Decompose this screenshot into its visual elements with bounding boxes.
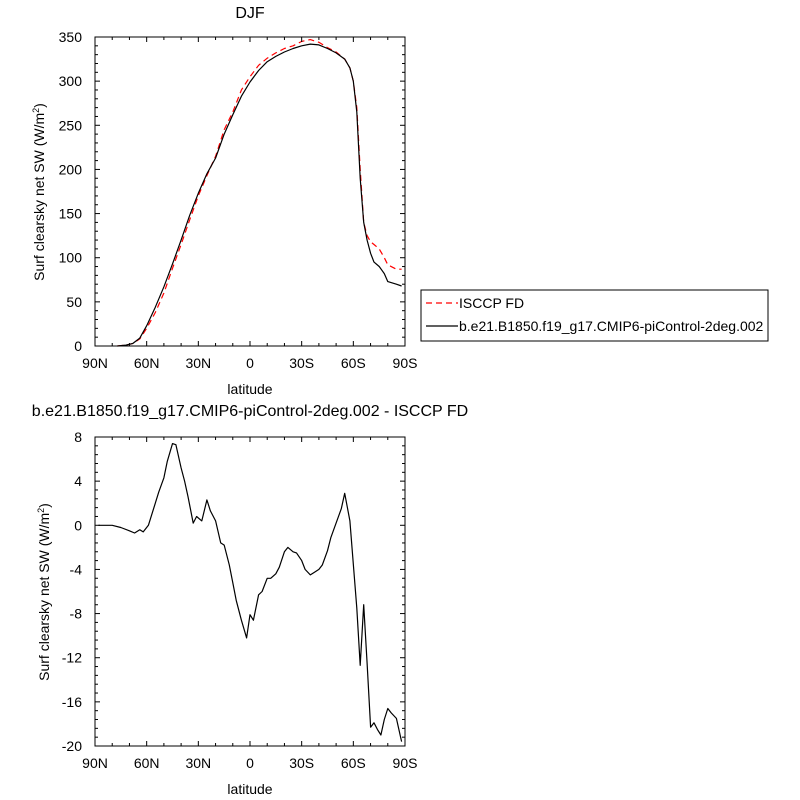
bottom-xtick-label: 90S [393,755,418,771]
top-plot-frame [94,36,406,347]
bottom-xtick-label: 30S [289,755,314,771]
top-xtick-label: 90S [393,355,418,371]
top-xtick-label: 30S [289,355,314,371]
top-series-line-0 [117,38,402,347]
top-ytick-label: 250 [59,117,83,133]
bottom-chart: b.e21.B1850.f19_g17.CMIP6-piControl-2deg… [32,403,468,797]
bottom-ytick-label: 8 [74,429,82,445]
bottom-xtick-label: 60N [134,755,160,771]
top-xtick-label: 30N [185,355,211,371]
bottom-ytick-label: -16 [62,694,82,710]
legend: ISCCP FD b.e21.B1850.f19_g17.CMIP6-piCon… [420,289,769,342]
bottom-ytick-label: -8 [70,606,83,622]
top-chart: DJF 90N 60N 30N 0 30S 60S 90S 0 50 100 150 200 250 30… [31,5,769,397]
legend-label-model: b.e21.B1850.f19_g17.CMIP6-piControl-2deg… [459,318,764,334]
top-ytick-label: 350 [59,29,83,45]
top-xtick-label: 60N [134,355,160,371]
bottom-xtick-label: 0 [246,755,254,771]
top-y-axis-label: Surf clearsky net SW (W/m2) [31,103,47,281]
top-xtick-label: 60S [341,355,366,371]
bottom-xtick-label: 90N [82,755,108,771]
bottom-ytick-label: -4 [70,561,83,577]
bottom-ytick-label: 4 [74,473,82,489]
bottom-ytick-label: -12 [62,650,82,666]
legend-box [420,289,769,342]
bottom-ytick-label: 0 [74,517,82,533]
bottom-series-line-0 [98,443,403,742]
bottom-x-axis-label: latitude [227,781,272,797]
bottom-plot-frame [94,436,406,747]
top-ytick-label: 100 [59,250,83,266]
top-chart-title: DJF [235,5,265,22]
bottom-xtick-label: 30N [185,755,211,771]
top-xtick-label: 0 [246,355,254,371]
top-ytick-label: 150 [59,206,83,222]
top-ytick-label: 300 [59,73,83,89]
top-ytick-label: 50 [66,294,82,310]
legend-label-isccp: ISCCP FD [459,295,524,311]
top-ytick-label: 0 [74,338,82,354]
top-ytick-label: 200 [59,161,83,177]
top-series-line-1 [117,43,402,347]
bottom-xtick-label: 60S [341,755,366,771]
top-xtick-label: 90N [82,355,108,371]
bottom-y-axis-label: Surf clearsky net SW (W/m2) [36,503,52,681]
top-x-axis-label: latitude [227,381,272,397]
bottom-ytick-label: -20 [62,738,82,754]
bottom-chart-title: b.e21.B1850.f19_g17.CMIP6-piControl-2deg… [32,403,468,420]
